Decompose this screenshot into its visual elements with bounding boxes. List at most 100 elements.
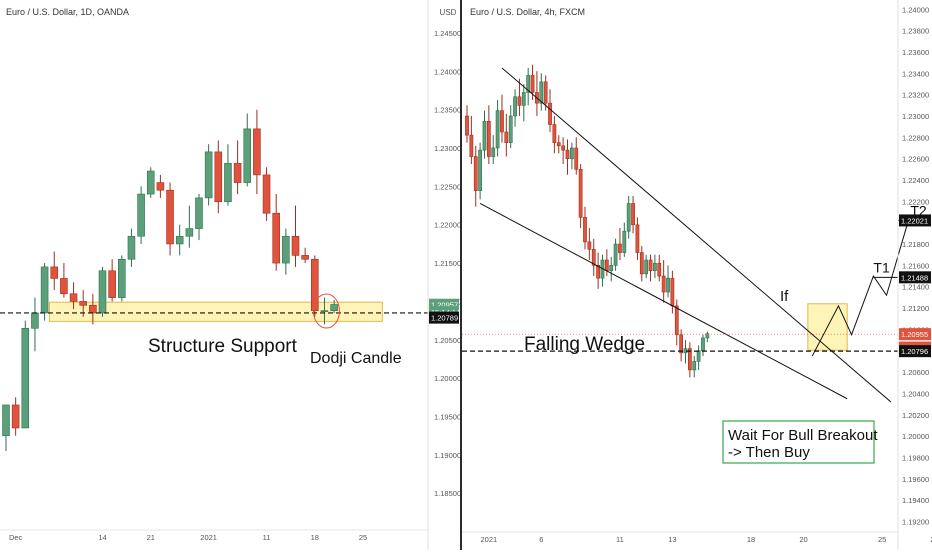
candle-body bbox=[508, 115, 513, 143]
bear-candle[interactable] bbox=[574, 137, 579, 175]
bear-candle[interactable] bbox=[661, 260, 666, 303]
bull-candle[interactable] bbox=[653, 254, 657, 279]
currency-label: USD bbox=[440, 8, 457, 17]
bull-candle[interactable] bbox=[613, 238, 618, 271]
bear-candle[interactable] bbox=[565, 139, 570, 175]
bull-candle[interactable] bbox=[282, 228, 290, 275]
candle-body bbox=[596, 265, 600, 279]
bull-candle[interactable] bbox=[118, 255, 126, 302]
bear-candle[interactable] bbox=[50, 251, 59, 290]
bear-candle[interactable] bbox=[639, 246, 644, 282]
bear-candle[interactable] bbox=[561, 137, 566, 164]
candle-body bbox=[243, 128, 252, 183]
bull-candle[interactable] bbox=[137, 186, 145, 244]
bull-candle[interactable] bbox=[570, 142, 574, 170]
bear-candle[interactable] bbox=[587, 228, 592, 261]
bear-candle[interactable] bbox=[556, 135, 561, 154]
bear-candle[interactable] bbox=[679, 329, 684, 362]
candle-body bbox=[185, 228, 194, 237]
bear-candle[interactable] bbox=[687, 342, 692, 378]
time-tick-label: 11 bbox=[263, 533, 271, 542]
candle-body bbox=[40, 266, 49, 314]
bear-candle[interactable] bbox=[253, 109, 261, 195]
bear-candle[interactable] bbox=[60, 263, 68, 298]
bull-candle[interactable] bbox=[626, 196, 631, 239]
bear-candle[interactable] bbox=[578, 163, 583, 229]
bear-candle[interactable] bbox=[291, 205, 300, 267]
bear-candle[interactable] bbox=[166, 182, 174, 256]
bull-candle[interactable] bbox=[705, 331, 710, 343]
bull-candle[interactable] bbox=[21, 320, 30, 429]
bear-candle[interactable] bbox=[79, 289, 87, 317]
bull-candle[interactable] bbox=[320, 297, 329, 325]
price-tick-label: 1.21600 bbox=[902, 261, 929, 270]
bear-candle[interactable] bbox=[262, 167, 271, 221]
bull-candle[interactable] bbox=[539, 73, 544, 111]
bear-candle[interactable] bbox=[552, 115, 557, 154]
bull-candle[interactable] bbox=[40, 263, 49, 321]
candle-body bbox=[137, 193, 145, 237]
bull-candle[interactable] bbox=[692, 356, 697, 378]
bull-candle[interactable] bbox=[2, 404, 10, 451]
bear-candle[interactable] bbox=[311, 255, 319, 317]
bull-candle[interactable] bbox=[243, 113, 252, 187]
bull-candle[interactable] bbox=[622, 222, 627, 257]
bear-candle[interactable] bbox=[674, 299, 679, 346]
bear-candle[interactable] bbox=[473, 145, 478, 207]
bear-candle[interactable] bbox=[657, 254, 662, 282]
bear-candle[interactable] bbox=[618, 228, 622, 261]
bull-candle[interactable] bbox=[526, 67, 531, 106]
bull-candle[interactable] bbox=[644, 254, 649, 279]
bear-candle[interactable] bbox=[11, 397, 20, 436]
bull-candle[interactable] bbox=[127, 228, 136, 267]
bear-candle[interactable] bbox=[108, 259, 116, 302]
bull-candle[interactable] bbox=[666, 265, 670, 298]
price-tick-label: 1.22500 bbox=[434, 182, 461, 191]
buy-note-line-1: Wait For Bull Breakout bbox=[728, 427, 878, 444]
falling-wedge-label: Falling Wedge bbox=[524, 334, 645, 355]
bear-candle[interactable] bbox=[648, 254, 653, 282]
bull-candle[interactable] bbox=[491, 135, 496, 164]
bear-candle[interactable] bbox=[214, 140, 223, 214]
candle-body bbox=[604, 259, 609, 272]
bear-candle[interactable] bbox=[517, 78, 522, 116]
bull-candle[interactable] bbox=[185, 205, 194, 248]
bull-candle[interactable] bbox=[330, 299, 338, 313]
bear-candle[interactable] bbox=[543, 75, 548, 111]
bull-candle[interactable] bbox=[513, 89, 517, 127]
bear-candle[interactable] bbox=[631, 196, 635, 234]
bear-candle[interactable] bbox=[583, 206, 587, 250]
bear-candle[interactable] bbox=[504, 113, 509, 157]
bull-candle[interactable] bbox=[495, 99, 500, 157]
bear-candle[interactable] bbox=[591, 238, 596, 277]
bear-candle[interactable] bbox=[596, 252, 600, 289]
bull-candle[interactable] bbox=[195, 194, 203, 241]
bull-candle[interactable] bbox=[482, 110, 487, 159]
bear-candle[interactable] bbox=[635, 217, 640, 261]
bear-candle[interactable] bbox=[233, 140, 242, 195]
bull-candle[interactable] bbox=[146, 167, 155, 198]
bull-candle[interactable] bbox=[204, 144, 213, 206]
candle-body bbox=[657, 262, 662, 277]
bear-candle[interactable] bbox=[486, 105, 491, 164]
bull-candle[interactable] bbox=[175, 224, 184, 256]
bull-candle[interactable] bbox=[478, 142, 482, 200]
bear-candle[interactable] bbox=[156, 174, 165, 198]
bull-candle[interactable] bbox=[98, 266, 107, 317]
bear-candle[interactable] bbox=[500, 94, 504, 143]
bull-candle[interactable] bbox=[224, 144, 232, 206]
bull-candle[interactable] bbox=[609, 256, 614, 282]
bull-candle[interactable] bbox=[508, 105, 513, 148]
daily-chart-panel[interactable]: 1.24500 1.24000 1.23500 1.23000 1.22500 1.220… bbox=[0, 0, 461, 550]
bull-candle[interactable] bbox=[521, 83, 526, 122]
bear-candle[interactable] bbox=[69, 282, 78, 310]
bear-candle[interactable] bbox=[465, 105, 469, 143]
price-tick-label: 1.24000 bbox=[434, 67, 461, 76]
price-tick-label: 1.21200 bbox=[902, 304, 929, 313]
bear-candle[interactable] bbox=[548, 89, 552, 132]
candle-body bbox=[705, 333, 710, 339]
bear-candle[interactable] bbox=[469, 115, 474, 164]
bear-candle[interactable] bbox=[301, 247, 309, 264]
bear-candle[interactable] bbox=[272, 194, 280, 271]
